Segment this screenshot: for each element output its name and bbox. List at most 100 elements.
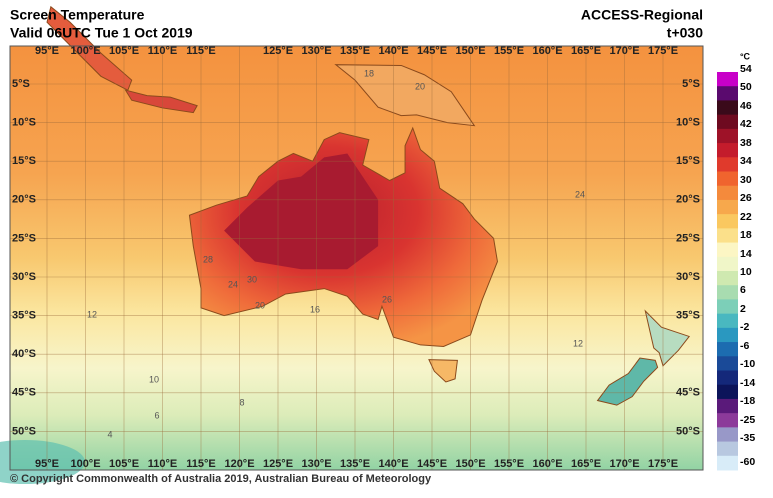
contour-label: 4: [107, 429, 112, 439]
lon-label-top: 125°E: [263, 45, 293, 57]
contour-label: 6: [154, 410, 159, 420]
colorbar-swatch: [717, 441, 738, 457]
lon-label-bottom: 165°E: [571, 458, 601, 470]
colorbar-swatch: [717, 185, 738, 201]
lon-label-top: 165°E: [571, 45, 601, 57]
colorbar-swatch: [717, 327, 738, 343]
lead-time: t+030: [667, 25, 703, 41]
colorbar-swatch: [717, 342, 738, 357]
model: ACCESS-Regional: [581, 7, 703, 23]
colorbar-label: -60: [740, 456, 755, 468]
colorbar-swatch: [717, 299, 738, 315]
lon-label-top: 135°E: [340, 45, 370, 57]
lon-label-bottom: 150°E: [455, 458, 485, 470]
lon-label-bottom: 120°E: [224, 458, 254, 470]
lat-label-left: 30°S: [12, 271, 36, 283]
lon-label-top: 170°E: [609, 45, 639, 57]
colorbar-label: 46: [740, 100, 752, 112]
contour-label: 8: [239, 397, 244, 407]
lon-label-bottom: 170°E: [609, 458, 639, 470]
lon-label-bottom: 110°E: [148, 458, 177, 470]
contour-label: 10: [149, 374, 159, 384]
colorbar-swatch: [717, 313, 738, 329]
valid-time: Valid 06UTC Tue 1 Oct 2019: [10, 25, 193, 41]
lon-label-bottom: 145°E: [417, 458, 447, 470]
contour-label: 28: [203, 254, 213, 264]
lon-label-bottom: 100°E: [70, 458, 100, 470]
lon-label-top: 130°E: [301, 45, 331, 57]
lat-label-left: 45°S: [12, 387, 36, 399]
lat-label-right: 20°S: [676, 194, 700, 206]
lat-label-left: 20°S: [12, 194, 36, 206]
contour-label: 20: [415, 81, 425, 91]
lat-label-right: 10°S: [676, 117, 700, 129]
lat-label-right: 30°S: [676, 271, 700, 283]
contour-label: 16: [310, 304, 320, 314]
colorbar-label: -6: [740, 340, 749, 352]
lon-label-top: 175°E: [648, 45, 678, 57]
lon-label-bottom: 115°E: [186, 458, 215, 470]
lon-label-top: 155°E: [494, 45, 524, 57]
map-frame: [9, 45, 704, 471]
lon-label-top: 105°E: [109, 45, 139, 57]
lat-label-left: 35°S: [12, 310, 36, 322]
colorbar-swatch: [717, 214, 738, 229]
lon-label-top: 95°E: [35, 45, 59, 57]
lon-label-bottom: 135°E: [340, 458, 370, 470]
colorbar-label: 2: [740, 303, 746, 315]
lon-label-top: 140°E: [378, 45, 408, 57]
lon-label-bottom: 105°E: [109, 458, 139, 470]
colorbar-label: -10: [740, 358, 755, 370]
new-guinea: [334, 64, 476, 127]
lon-label-bottom: 175°E: [648, 458, 678, 470]
colorbar-label: -18: [740, 395, 755, 407]
colorbar-swatch: [717, 256, 738, 272]
sumatra: [46, 5, 133, 91]
lon-label-top: 110°E: [148, 45, 177, 57]
colorbar-label: 54: [740, 63, 752, 75]
lat-label-right: 5°S: [682, 78, 700, 90]
nz-north: [644, 309, 691, 367]
contour-label: 24: [228, 279, 238, 289]
colorbar-swatch: [717, 100, 738, 116]
hot-core: [224, 153, 379, 270]
lon-label-bottom: 125°E: [263, 458, 293, 470]
colorbar-swatch: [717, 228, 738, 244]
contour-label: 20: [255, 300, 265, 310]
colorbar-label: -14: [740, 377, 755, 389]
tasmania: [428, 359, 458, 383]
contour-label: 12: [573, 338, 583, 348]
colorbar-swatch: [717, 384, 738, 400]
colorbar-swatch: [717, 157, 738, 172]
colorbar-swatch: [717, 114, 738, 130]
lon-label-top: 100°E: [70, 45, 100, 57]
colorbar-swatch: [717, 86, 738, 101]
lon-label-bottom: 130°E: [301, 458, 331, 470]
colorbar-unit: °C: [740, 51, 751, 61]
lat-label-right: 50°S: [676, 425, 700, 437]
lon-label-bottom: 160°E: [532, 458, 562, 470]
nz-south: [596, 357, 659, 406]
lon-label-bottom: 95°E: [35, 458, 59, 470]
colorbar-swatch: [717, 242, 738, 258]
contour-label: 24: [575, 189, 585, 199]
lat-label-left: 10°S: [12, 117, 36, 129]
java: [124, 89, 198, 114]
colorbar-label: -25: [740, 414, 755, 426]
colorbar-swatch: [717, 271, 738, 286]
lat-label-right: 45°S: [676, 387, 700, 399]
colorbar-swatch: [717, 427, 738, 443]
lat-label-left: 15°S: [12, 155, 36, 167]
title: Screen Temperature: [10, 7, 145, 23]
colorbar-swatch: [717, 128, 738, 144]
colorbar-label: 18: [740, 229, 752, 241]
colorbar-label: 6: [740, 284, 746, 296]
colorbar-label: 10: [740, 266, 752, 278]
colorbar-swatch: [717, 356, 738, 371]
colorbar-swatch: [717, 455, 738, 471]
colorbar-label: 30: [740, 174, 752, 186]
lat-label-left: 50°S: [12, 425, 36, 437]
lat-label-right: 35°S: [676, 310, 700, 322]
colorbar-swatch: [717, 171, 738, 187]
